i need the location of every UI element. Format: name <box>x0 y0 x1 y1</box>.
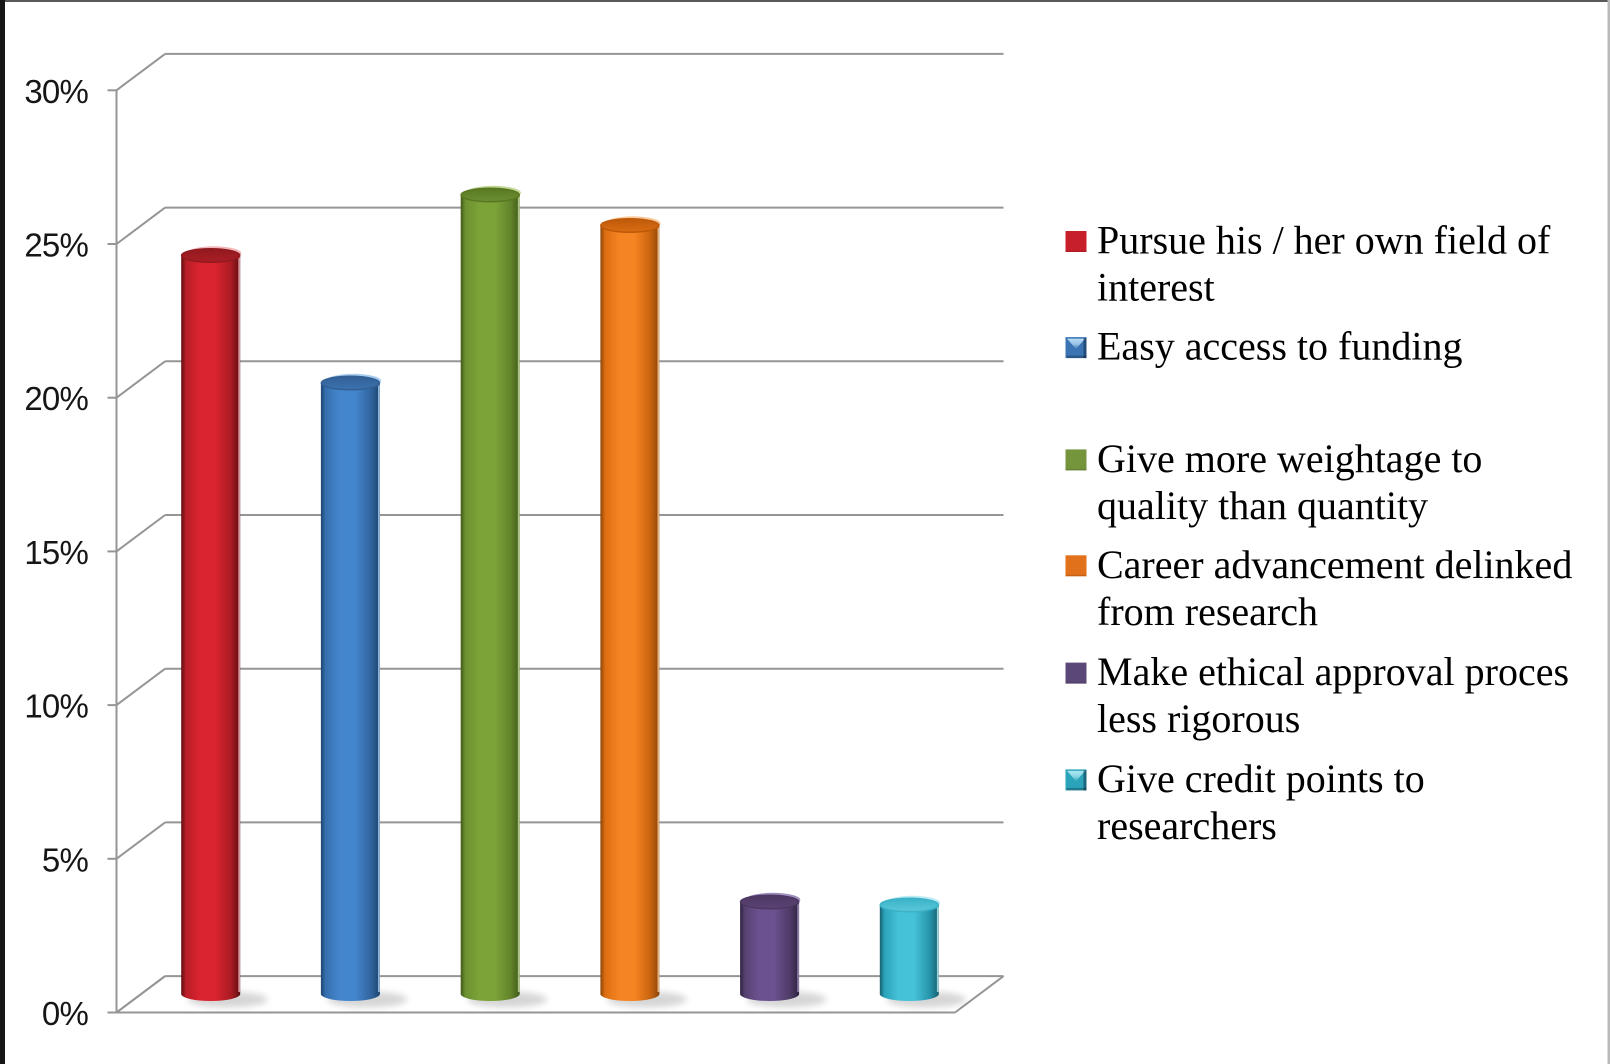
svg-text:10%: 10% <box>24 688 88 725</box>
svg-text:15%: 15% <box>24 534 88 571</box>
svg-text:quality than quantity: quality than quantity <box>1097 483 1428 528</box>
svg-text:interest: interest <box>1097 265 1215 310</box>
svg-text:Give credit points to: Give credit points to <box>1097 756 1425 801</box>
svg-text:25%: 25% <box>24 227 88 264</box>
svg-text:30%: 30% <box>24 73 88 110</box>
svg-text:20%: 20% <box>24 380 88 417</box>
svg-text:Give more weightage to: Give more weightage to <box>1097 436 1482 481</box>
svg-text:Make ethical approval proces: Make ethical approval proces <box>1097 649 1569 694</box>
svg-text:5%: 5% <box>42 841 89 878</box>
svg-text:less rigorous: less rigorous <box>1097 696 1300 741</box>
svg-text:Pursue his / her own field of: Pursue his / her own field of <box>1097 218 1551 263</box>
svg-text:researchers: researchers <box>1097 803 1277 848</box>
svg-text:Easy access to funding: Easy access to funding <box>1097 324 1462 369</box>
svg-text:0%: 0% <box>42 995 89 1032</box>
svg-text:Career advancement delinked: Career advancement delinked <box>1097 542 1572 587</box>
svg-text:from research: from research <box>1097 589 1318 634</box>
